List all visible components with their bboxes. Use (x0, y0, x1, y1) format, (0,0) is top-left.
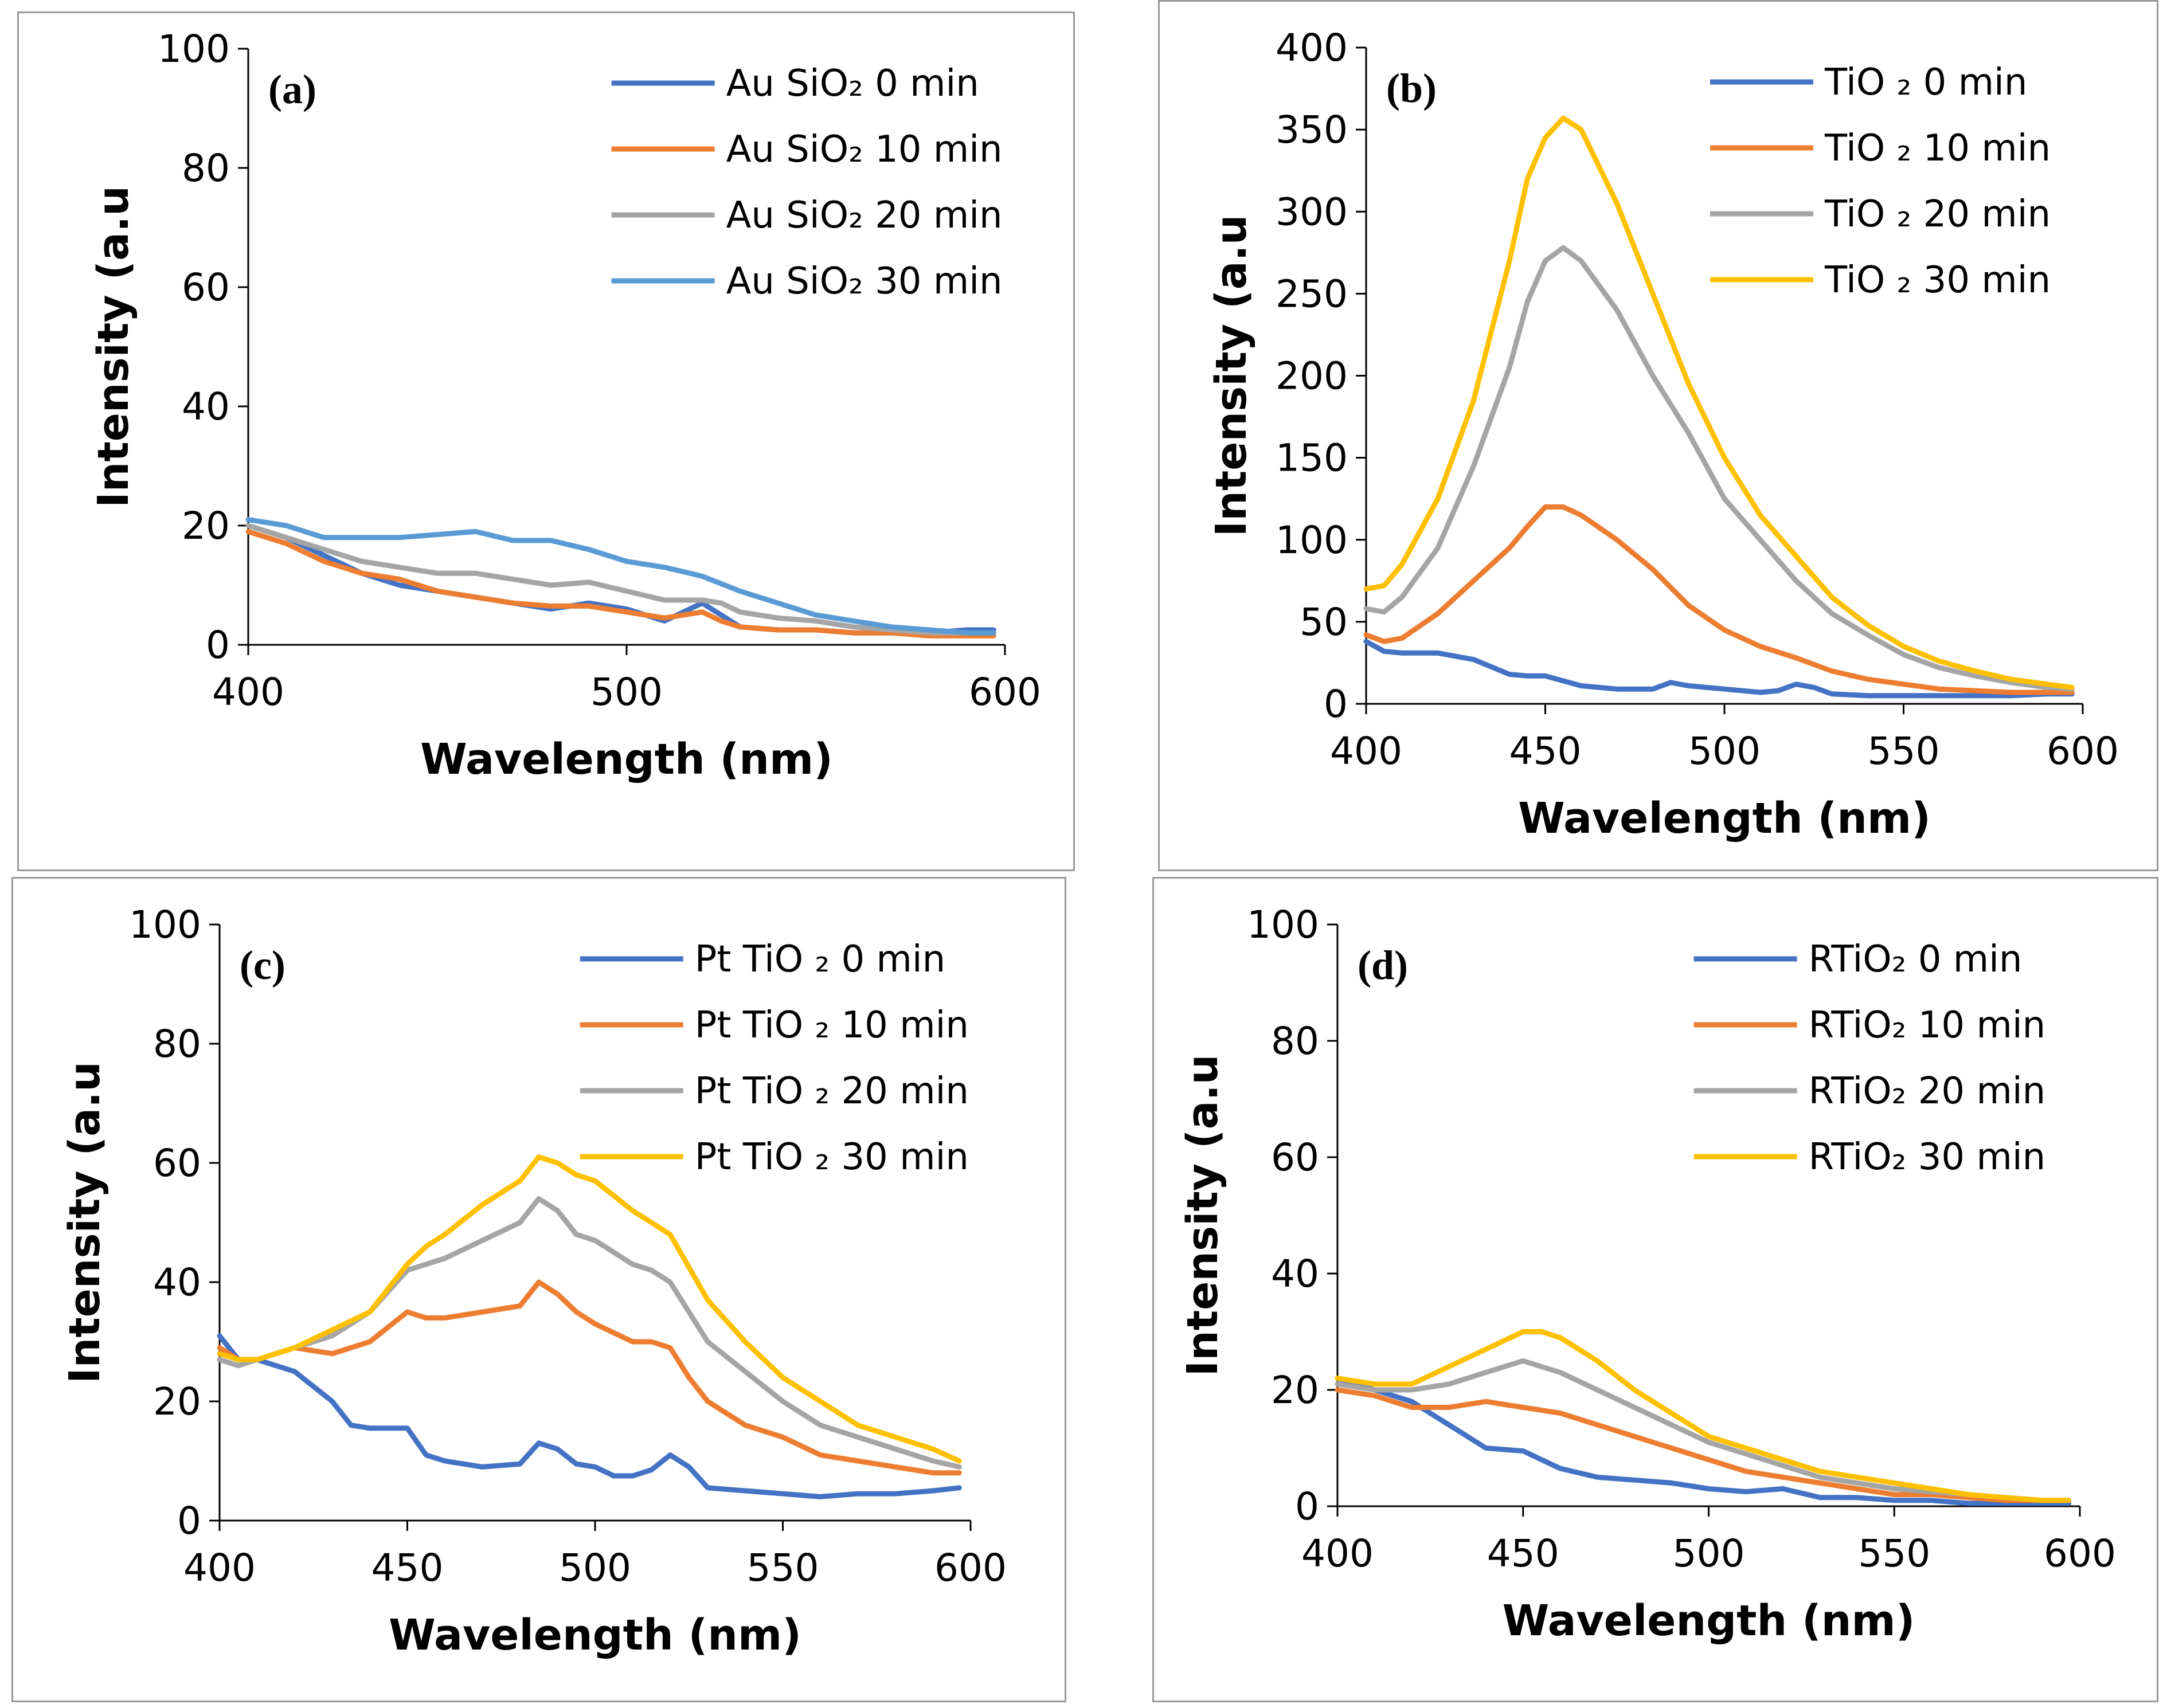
y-tick-label: 400 (1276, 26, 1348, 70)
y-tick-label: 150 (1276, 436, 1348, 480)
y-tick-label: 60 (1271, 1135, 1319, 1180)
legend-label-2: Au SiO₂ 20 min (726, 194, 1003, 237)
y-tick-label: 40 (153, 1260, 201, 1304)
y-tick-label: 200 (1276, 354, 1348, 398)
legend-label-1: RTiO₂ 10 min (1809, 1004, 2046, 1047)
x-tick-label: 400 (212, 670, 284, 714)
x-tick-label: 550 (1858, 1531, 1930, 1576)
legend-label-3: RTiO₂ 30 min (1809, 1136, 2046, 1178)
series-line-2 (1363, 245, 2075, 692)
x-tick-label: 500 (1688, 729, 1761, 773)
y-axis-title: Intensity (a.u (1178, 1055, 1227, 1377)
chart-a-svg: 0 20 40 60 80 100 400 500 600 Wavelength (nm) Inte… (89, 27, 1041, 784)
y-tick-label: 0 (1295, 1484, 1319, 1529)
y-tick-label: 0 (177, 1499, 201, 1543)
y-tick-label: 250 (1276, 272, 1348, 316)
legend-label-3: Pt TiO ₂ 30 min (695, 1136, 969, 1178)
panel-label: (c) (240, 942, 285, 988)
y-axis-title: Intensity (a.u (89, 186, 138, 508)
series-line-2 (217, 1196, 962, 1470)
x-tick-label: 600 (2044, 1531, 2116, 1576)
y-tick-label: 0 (1324, 682, 1348, 726)
series-line-3 (217, 1154, 962, 1464)
chart-c-svg: 0 20 40 60 80 100 400 450 500 550 600 Wavelength (n… (60, 903, 1007, 1660)
y-tick-label: 80 (182, 146, 230, 190)
series-line-2 (245, 523, 996, 636)
y-tick-label: 40 (1271, 1252, 1319, 1296)
y-tick-label: 350 (1276, 108, 1348, 152)
series-line-1 (217, 1279, 962, 1476)
chart-d-svg: 0 20 40 60 80 100 400 450 500 550 600 Wavelength (n… (1178, 903, 2116, 1646)
y-tick-label: 0 (206, 623, 230, 667)
x-tick-label: 400 (1301, 1531, 1374, 1576)
legend-label-2: Pt TiO ₂ 20 min (695, 1070, 969, 1112)
legend-label-2: RTiO₂ 20 min (1809, 1070, 2046, 1112)
legend-label-1: Pt TiO ₂ 10 min (695, 1004, 969, 1047)
series-line-0 (245, 523, 996, 636)
y-tick-label: 100 (1276, 518, 1348, 562)
y-tick-label: 80 (153, 1022, 201, 1066)
legend-label-3: TiO ₂ 30 min (1824, 259, 2051, 301)
y-tick-label: 100 (129, 903, 201, 947)
y-tick-label: 20 (1271, 1368, 1319, 1412)
y-tick-label: 60 (182, 265, 230, 310)
series-line-1 (245, 528, 996, 638)
panel-label: (d) (1358, 942, 1408, 988)
x-tick-label: 400 (1330, 729, 1402, 773)
series-line-3 (1335, 1329, 2072, 1503)
x-tick-label: 500 (1673, 1531, 1745, 1576)
x-axis-title: Wavelength (nm) (1503, 1596, 1915, 1646)
series-line-0 (217, 1333, 962, 1499)
legend-label-0: Au SiO₂ 0 min (726, 62, 979, 105)
series-line-1 (1335, 1387, 2072, 1503)
y-tick-label: 300 (1276, 190, 1348, 234)
x-tick-label: 600 (934, 1546, 1007, 1590)
panel-label: (a) (268, 66, 316, 112)
x-tick-label: 400 (183, 1546, 256, 1590)
x-tick-label: 500 (559, 1546, 631, 1590)
legend-label-0: RTiO₂ 0 min (1809, 938, 2023, 981)
chart-panel-a: 0 20 40 60 80 100 400 500 600 Wavelength (nm) Inte… (17, 11, 1075, 871)
y-tick-label: 100 (158, 27, 230, 71)
y-tick-label: 50 (1300, 600, 1348, 644)
legend-label-1: TiO ₂ 10 min (1824, 127, 2051, 170)
legend-label-0: Pt TiO ₂ 0 min (695, 938, 945, 981)
x-tick-label: 550 (1868, 729, 1940, 773)
legend-label-1: Au SiO₂ 10 min (726, 128, 1003, 171)
x-axis-title: Wavelength (nm) (1518, 794, 1931, 843)
y-tick-label: 60 (153, 1141, 201, 1185)
series-line-0 (1363, 638, 2075, 699)
chart-panel-b: 0 50 100 150 200 250 300 350 400 400 450 500 550 600 W… (1158, 0, 2158, 871)
legend-label-3: Au SiO₂ 30 min (726, 260, 1003, 303)
series-line-0 (1335, 1376, 2072, 1506)
x-axis-title: Wavelength (nm) (389, 1611, 801, 1660)
y-axis-title: Intensity (a.u (1207, 215, 1256, 537)
series-line-3 (1363, 115, 2075, 690)
x-tick-label: 450 (1487, 1531, 1559, 1576)
legend-label-0: TiO ₂ 0 min (1824, 61, 2027, 104)
x-axis-title: Wavelength (nm) (420, 735, 833, 784)
x-tick-label: 450 (371, 1546, 444, 1590)
y-tick-label: 100 (1247, 903, 1319, 947)
legend-label-2: TiO ₂ 20 min (1824, 193, 2051, 236)
y-tick-label: 40 (182, 385, 230, 429)
panel-label: (b) (1386, 65, 1437, 111)
series-line-1 (1363, 504, 2075, 695)
chart-panel-d: 0 20 40 60 80 100 400 450 500 550 600 Wavelength (n… (1152, 877, 2158, 1702)
chart-b-svg: 0 50 100 150 200 250 300 350 400 400 450 500 550 600 W… (1207, 26, 2119, 843)
y-tick-label: 80 (1271, 1019, 1319, 1063)
series-line-3 (245, 517, 996, 636)
x-tick-label: 450 (1509, 729, 1582, 773)
x-tick-label: 600 (2047, 729, 2119, 773)
chart-panel-c: 0 20 40 60 80 100 400 450 500 550 600 Wavelength (n… (11, 877, 1066, 1702)
y-tick-label: 20 (182, 504, 230, 548)
y-tick-label: 20 (153, 1380, 201, 1424)
x-tick-label: 500 (590, 670, 663, 714)
x-tick-label: 600 (969, 670, 1041, 714)
x-tick-label: 550 (747, 1546, 819, 1590)
y-axis-title: Intensity (a.u (60, 1061, 109, 1384)
